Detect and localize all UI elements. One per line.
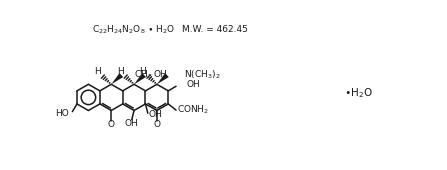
Text: OH: OH <box>149 110 162 119</box>
Text: M.W. = 462.45: M.W. = 462.45 <box>182 25 248 34</box>
Text: CONH$_2$: CONH$_2$ <box>177 104 209 116</box>
Text: C$_{22}$H$_{24}$N$_2$O$_8$ $\bullet$ H$_2$O: C$_{22}$H$_{24}$N$_2$O$_8$ $\bullet$ H$_… <box>92 23 175 36</box>
Text: OH: OH <box>125 119 139 128</box>
Text: N(CH$_3$)$_2$: N(CH$_3$)$_2$ <box>184 68 221 81</box>
Polygon shape <box>134 73 146 84</box>
Text: HO: HO <box>55 109 69 118</box>
Text: H: H <box>94 67 101 76</box>
Text: CH$_3$: CH$_3$ <box>135 68 153 81</box>
Text: H: H <box>139 67 146 76</box>
Text: OH: OH <box>153 70 167 79</box>
Text: O: O <box>153 120 160 129</box>
Text: OH: OH <box>187 80 201 89</box>
Polygon shape <box>157 73 169 84</box>
Polygon shape <box>111 73 123 84</box>
Text: O: O <box>108 120 115 129</box>
Text: $\bullet$H$_2$O: $\bullet$H$_2$O <box>344 87 373 100</box>
Text: H: H <box>117 67 123 76</box>
